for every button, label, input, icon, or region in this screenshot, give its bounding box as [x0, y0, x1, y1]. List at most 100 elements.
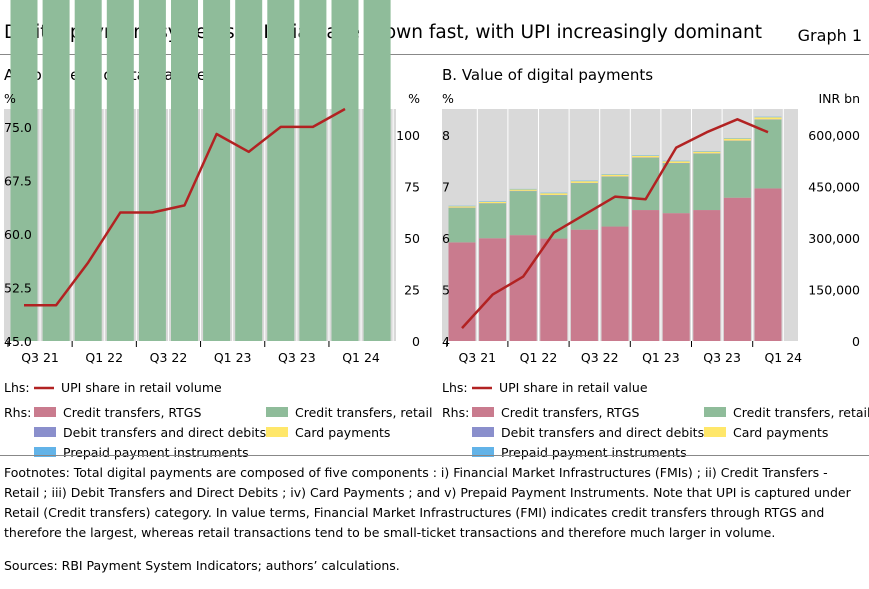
bar-segment — [632, 155, 660, 156]
footnote-rule — [0, 455, 869, 456]
bar-segment — [448, 205, 476, 207]
x-tick-label: Q3 22 — [581, 350, 619, 365]
lhs-tick-label: 52.5 — [4, 280, 32, 295]
panel-a-chart: % % 75.0 67.5 60.0 52.5 45.0 100 75 50 25 0 Q3 21 Q1 … — [4, 0, 432, 460]
bar-segment — [570, 180, 598, 182]
bar-segment — [363, 0, 391, 342]
bar-segment — [138, 0, 166, 342]
lhs-tick-label: 6 — [442, 231, 450, 246]
bar-segment — [693, 153, 721, 211]
legend-series-label: Prepaid payment instruments — [501, 445, 687, 460]
x-tick-label: Q3 21 — [458, 350, 496, 365]
bar-segment — [723, 138, 751, 141]
legend-swatch — [266, 407, 288, 417]
x-tick-label: Q1 22 — [85, 350, 123, 365]
legend-series-label: Credit transfers, retail — [733, 405, 869, 420]
bar-segment — [509, 189, 537, 191]
rhs-tick-label: 50 — [404, 231, 420, 246]
bar-segment — [509, 235, 537, 341]
legend-swatch — [472, 407, 494, 417]
bar-segment — [754, 117, 782, 120]
legend-series-label: Credit transfers, RTGS — [63, 405, 201, 420]
lhs-tick-label: 5 — [442, 282, 450, 297]
rhs-tick-label: 150,000 — [808, 282, 860, 297]
footnotes: Footnotes: Total digital payments are co… — [4, 465, 851, 540]
lhs-tick-label: 7 — [442, 179, 450, 194]
rhs-tick-label: 0 — [852, 334, 860, 349]
lhs-tick-label: 8 — [442, 128, 450, 143]
rhs-tick-label: 300,000 — [808, 231, 860, 246]
legend-swatch — [266, 427, 288, 437]
legend-series-label: Credit transfers, RTGS — [501, 405, 639, 420]
rhs-unit: % — [408, 91, 420, 106]
bar-segment — [601, 174, 629, 175]
bar-segment — [448, 207, 476, 243]
legend-upi-label: UPI share in retail value — [499, 380, 648, 395]
x-tick-label: Q1 22 — [520, 350, 558, 365]
lhs-tick-label: 60.0 — [4, 227, 32, 242]
bar-segment — [331, 0, 359, 341]
bar-segment — [662, 160, 690, 162]
bar-segment — [662, 213, 690, 341]
x-tick-label: Q1 24 — [342, 350, 380, 365]
legend-lhs-label: Lhs: — [4, 380, 30, 395]
bar-segment — [601, 226, 629, 341]
bar-segment — [479, 203, 507, 239]
rhs-tick-label: 0 — [412, 334, 420, 349]
x-tick-label: Q1 24 — [764, 350, 802, 365]
lhs-tick-label: 4 — [442, 334, 450, 349]
bar-segment — [723, 197, 751, 341]
bar-segment — [540, 193, 568, 195]
bar-segment — [662, 161, 690, 163]
bar-segment — [509, 191, 537, 236]
bar-segment — [479, 201, 507, 204]
lhs-tick-label: 67.5 — [4, 173, 32, 188]
bar-segment — [754, 119, 782, 189]
rhs-tick-label: 600,000 — [808, 128, 860, 143]
lhs-unit: % — [4, 91, 16, 106]
upi-share-line — [24, 107, 346, 307]
legend-swatch — [704, 407, 726, 417]
bar-segment — [42, 0, 70, 341]
bar-segment — [723, 138, 751, 139]
bar-segment — [299, 0, 327, 341]
bar-segment — [570, 183, 598, 230]
legend-series-label: Debit transfers and direct debits — [501, 425, 704, 440]
bar-segment — [601, 174, 629, 177]
legend-swatch — [704, 427, 726, 437]
legend-series-label: Credit transfers, retail — [295, 405, 432, 420]
rhs-tick-label: 25 — [404, 282, 420, 297]
bar-segment — [570, 181, 598, 183]
panel-b-chart: % INR bn 8 7 6 5 4 600,000 450,000 300,000 150,000… — [442, 91, 869, 460]
bar-segment — [106, 0, 134, 342]
bar-segment — [540, 238, 568, 341]
bar-segment — [509, 188, 537, 190]
upi-share-line — [461, 118, 769, 329]
bar-segment — [10, 0, 38, 341]
bar-segment — [754, 116, 782, 118]
lhs-unit: % — [442, 91, 454, 106]
rhs-unit: INR bn — [818, 91, 860, 106]
bar-segment — [693, 151, 721, 154]
lhs-tick-label: 75.0 — [4, 120, 32, 135]
bar-segment — [448, 242, 476, 341]
bar-segment — [235, 0, 263, 341]
legend-swatch — [472, 427, 494, 437]
bar-segment — [632, 155, 660, 158]
x-tick-label: Q3 21 — [21, 350, 59, 365]
bar-segment — [693, 151, 721, 152]
legend-series-label: Card payments — [295, 425, 390, 440]
bar-segment — [479, 201, 507, 202]
graph-label: Graph 1 — [797, 26, 862, 45]
rhs-tick-label: 100 — [396, 128, 420, 143]
x-tick-label: Q3 23 — [278, 350, 316, 365]
x-tick-label: Q1 23 — [642, 350, 680, 365]
legend-upi-label: UPI share in retail volume — [61, 380, 222, 395]
bar-segment — [662, 163, 690, 214]
legend-swatch — [34, 427, 56, 437]
bar-segment — [570, 229, 598, 341]
bar-segment — [754, 188, 782, 341]
rhs-tick-label: 450,000 — [808, 179, 860, 194]
bar-segment — [693, 210, 721, 341]
